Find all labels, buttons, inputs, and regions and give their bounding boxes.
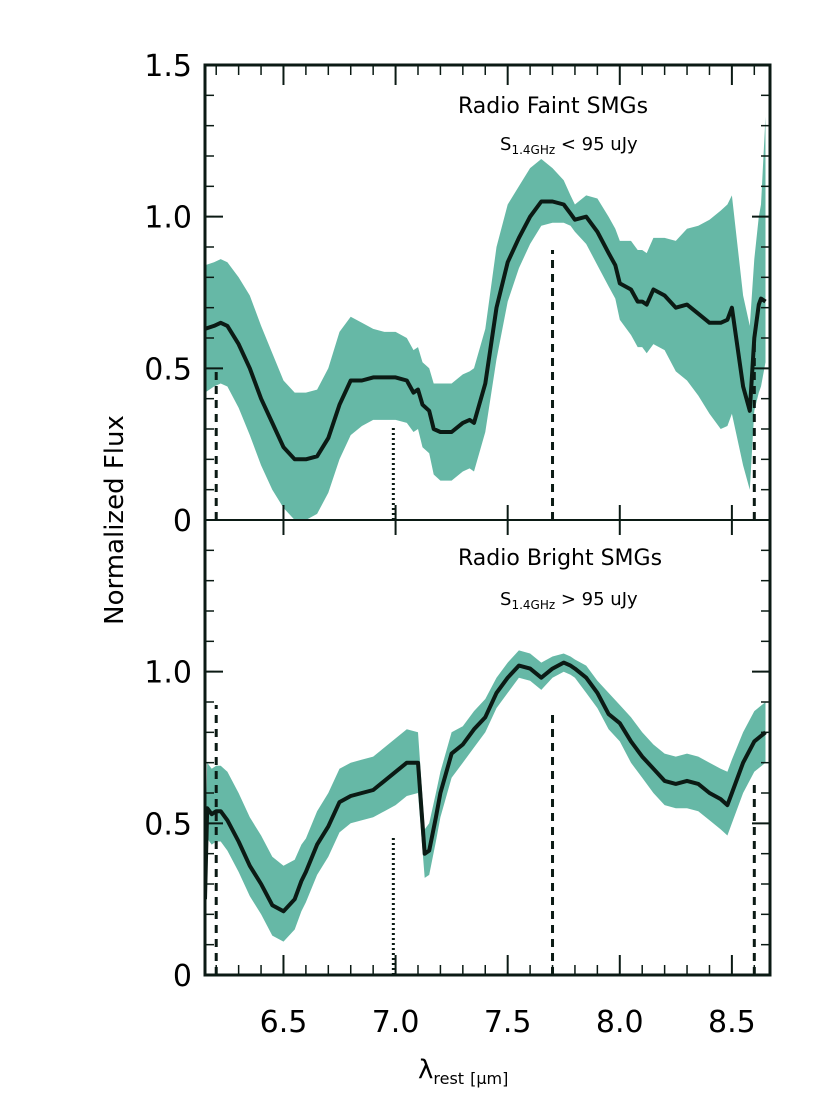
- bottom-mean-spectrum-line: [205, 660, 767, 914]
- top-y-tick-label: 1.5: [144, 49, 192, 84]
- x-tick-label: 7.0: [372, 1005, 420, 1040]
- x-axis-label: λrest [μm]: [418, 1055, 508, 1088]
- x-tick-label: 8.5: [708, 1005, 756, 1040]
- bottom-uncertainty-band: [205, 650, 766, 942]
- top-mean-spectrum-line: [205, 199, 767, 462]
- bottom-y-tick-label: 0.5: [144, 807, 192, 842]
- bottom-y-tick-label: 1.0: [144, 656, 192, 691]
- top-y-tick-label: 0.5: [144, 352, 192, 387]
- bottom-annotation: Radio Bright SMGs: [458, 546, 662, 571]
- top-y-tick-label: 0: [173, 504, 192, 539]
- x-tick-label: 8.0: [596, 1005, 644, 1040]
- x-tick-label: 6.5: [260, 1005, 308, 1040]
- x-tick-label: 7.5: [484, 1005, 532, 1040]
- top-annotation-sub: S1.4GHz < 95 uJy: [500, 134, 638, 157]
- bottom-annotation-sub: S1.4GHz > 95 uJy: [500, 589, 638, 612]
- top-y-tick-label: 1.0: [144, 201, 192, 236]
- top-annotation: Radio Faint SMGs: [458, 94, 648, 119]
- y-axis-label: Normalized Flux: [100, 415, 130, 625]
- bottom-y-tick-label: 0: [173, 959, 192, 994]
- top-uncertainty-band: [205, 116, 766, 520]
